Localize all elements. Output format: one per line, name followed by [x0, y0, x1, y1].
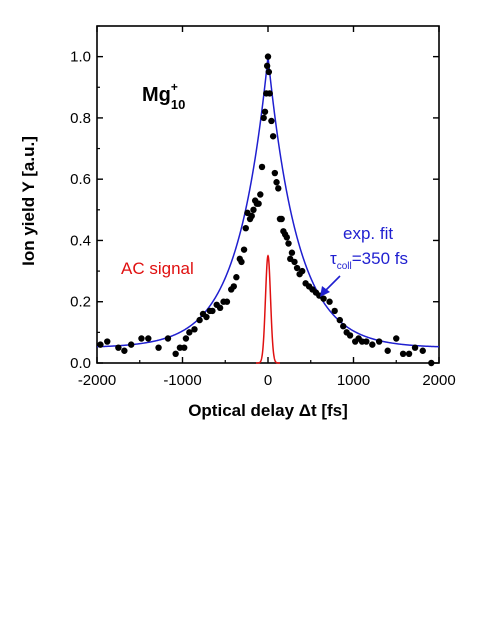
ac-signal-label: AC signal — [121, 259, 194, 278]
data-point — [203, 313, 210, 321]
data-point — [288, 249, 296, 256]
data-point — [248, 212, 255, 220]
data-point — [283, 234, 291, 241]
y-tick-label-5: 1.0 — [70, 49, 91, 66]
data-point — [273, 179, 280, 186]
data-point — [340, 323, 347, 330]
data-point — [191, 326, 198, 333]
data-point — [320, 295, 327, 302]
fit-tau-symbol: τ — [330, 249, 337, 268]
data-point — [145, 335, 152, 342]
fit-tau-subscript: coll — [337, 261, 352, 272]
data-point — [128, 341, 135, 348]
data-point — [238, 258, 245, 266]
data-point — [269, 133, 277, 140]
species-superscript: + — [171, 80, 178, 94]
x-tick-label-4: 2000 — [422, 372, 455, 389]
data-point — [104, 338, 111, 345]
data-point — [97, 341, 104, 348]
data-point — [223, 298, 231, 305]
data-point — [266, 90, 273, 97]
y-tick-label-3: 0.6 — [70, 171, 91, 188]
data-point — [331, 307, 338, 315]
y-tick-label-1: 0.2 — [70, 294, 91, 311]
data-point — [428, 359, 435, 367]
data-point — [271, 169, 279, 177]
x-tick-label-3: 1000 — [337, 372, 370, 389]
plot-frame — [96, 25, 440, 364]
species-label: Mg+ 10 — [142, 80, 185, 112]
fit-label-line1: exp. fit — [343, 224, 393, 243]
data-point — [233, 274, 240, 281]
ac-signal-curve — [256, 254, 280, 364]
data-point — [278, 215, 285, 223]
data-point — [275, 185, 282, 192]
data-point — [405, 350, 413, 358]
data-point — [346, 332, 354, 339]
data-point — [138, 335, 145, 342]
x-tick-label-0: -2000 — [78, 372, 116, 389]
y-tick-label-2: 0.4 — [70, 232, 91, 249]
data-point — [216, 304, 224, 312]
data-point — [363, 338, 370, 345]
data-point — [384, 347, 391, 354]
data-point — [181, 344, 188, 351]
data-point — [393, 335, 400, 342]
data-point — [258, 163, 266, 171]
data-point — [326, 298, 333, 305]
y-tick-label-4: 0.8 — [70, 110, 91, 127]
fit-tau-value: =350 fs — [352, 249, 408, 268]
fit-label-line2: τcoll=350 fs — [330, 249, 408, 272]
x-tick-label-2: 0 — [264, 372, 272, 389]
data-point — [196, 316, 203, 324]
data-point — [369, 341, 376, 348]
y-tick-label-0: 0.0 — [70, 355, 91, 372]
data-point — [264, 53, 272, 60]
data-point — [209, 307, 216, 315]
data-point — [261, 108, 269, 115]
data-point — [260, 114, 267, 122]
y-axis-title: Ion yield Y [a.u.] — [19, 136, 38, 266]
data-point — [172, 350, 179, 358]
data-point — [268, 117, 275, 125]
data-point — [291, 258, 298, 266]
data-point — [419, 347, 426, 354]
data-point — [285, 240, 292, 247]
data-point — [115, 344, 122, 351]
data-point — [230, 283, 237, 290]
data-point — [411, 344, 419, 351]
data-point — [293, 264, 301, 272]
data-point — [257, 191, 264, 198]
data-point — [255, 200, 262, 207]
data-point — [182, 335, 190, 342]
data-point — [242, 225, 249, 232]
data-point — [186, 329, 193, 336]
species-subscript: 10 — [171, 97, 185, 112]
data-point — [240, 246, 248, 253]
species-base: Mg — [142, 84, 171, 106]
data-point — [375, 338, 383, 345]
data-point — [265, 68, 273, 76]
x-axis-title: Optical delay Δt [fs] — [188, 401, 348, 420]
x-tick-label-1: -1000 — [163, 372, 201, 389]
data-point — [155, 344, 162, 351]
data-point — [299, 267, 306, 275]
fit-arrow — [320, 275, 341, 297]
data-point — [263, 62, 271, 70]
data-point — [121, 347, 128, 354]
data-point — [336, 316, 344, 324]
plot-area: -2000 -1000 0 1000 2000 0.0 0.2 0.4 0.6 0.8 1.0 — [70, 25, 456, 389]
data-point — [164, 335, 172, 342]
data-point — [250, 206, 257, 214]
data-point — [399, 350, 407, 358]
